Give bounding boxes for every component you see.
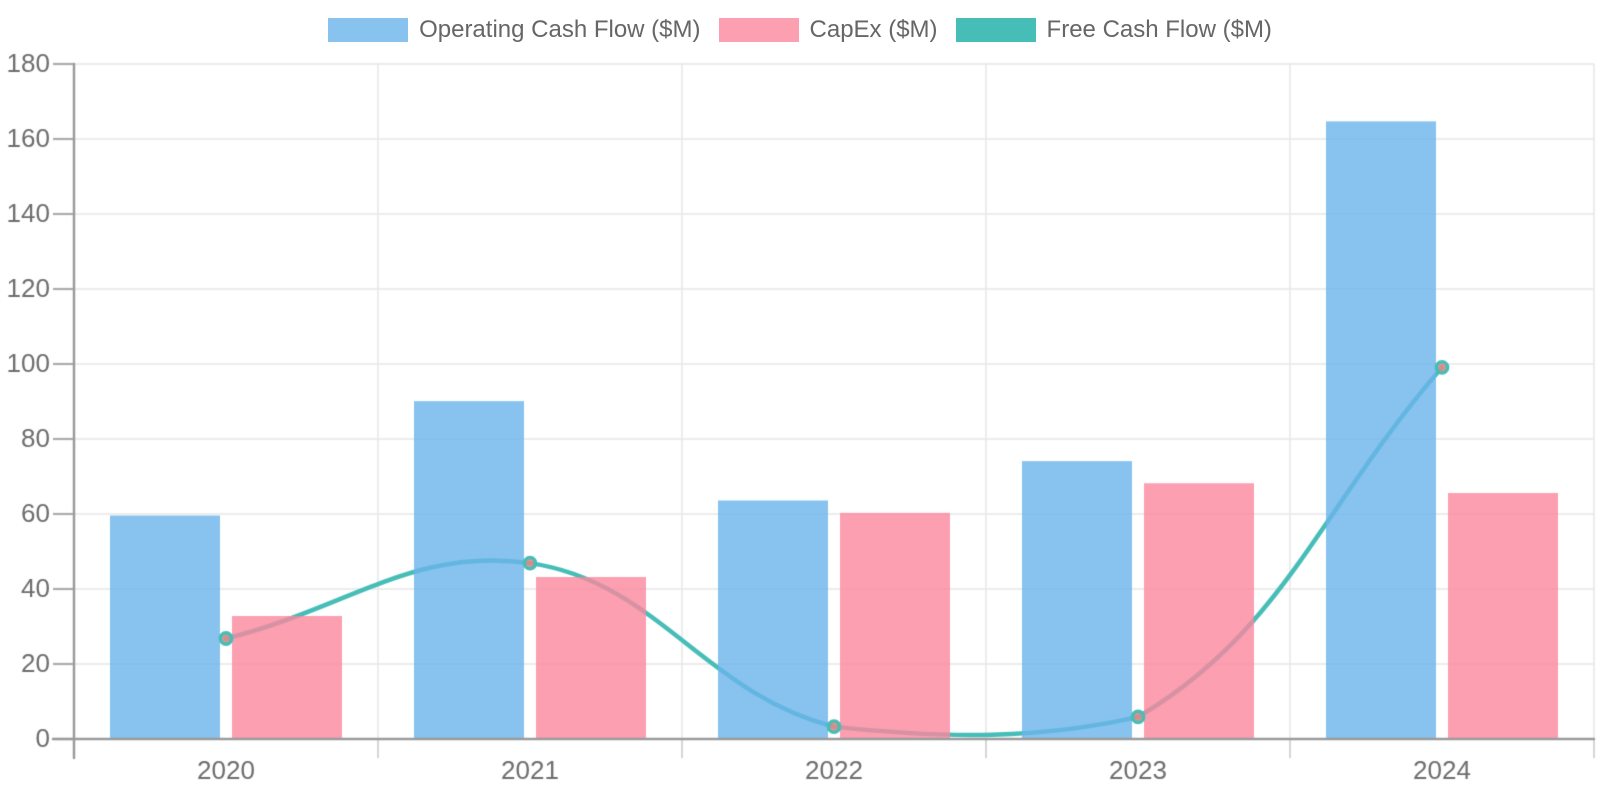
legend-swatch-free-cash-flow-icon — [955, 18, 1036, 42]
legend-swatch-operating-cash-flow-icon — [328, 18, 409, 42]
chart-legend: Operating Cash Flow ($M) CapEx ($M) Free… — [0, 17, 1600, 43]
legend-swatch-capex-icon — [718, 18, 799, 42]
legend-label-capex: CapEx ($M) — [809, 16, 938, 43]
legend-label-free-cash-flow: Free Cash Flow ($M) — [1046, 16, 1272, 43]
legend-item-capex[interactable]: CapEx ($M) — [718, 16, 938, 43]
legend-item-operating-cash-flow[interactable]: Operating Cash Flow ($M) — [328, 16, 701, 43]
legend-label-operating-cash-flow: Operating Cash Flow ($M) — [419, 16, 701, 43]
legend-item-free-cash-flow[interactable]: Free Cash Flow ($M) — [955, 16, 1272, 43]
